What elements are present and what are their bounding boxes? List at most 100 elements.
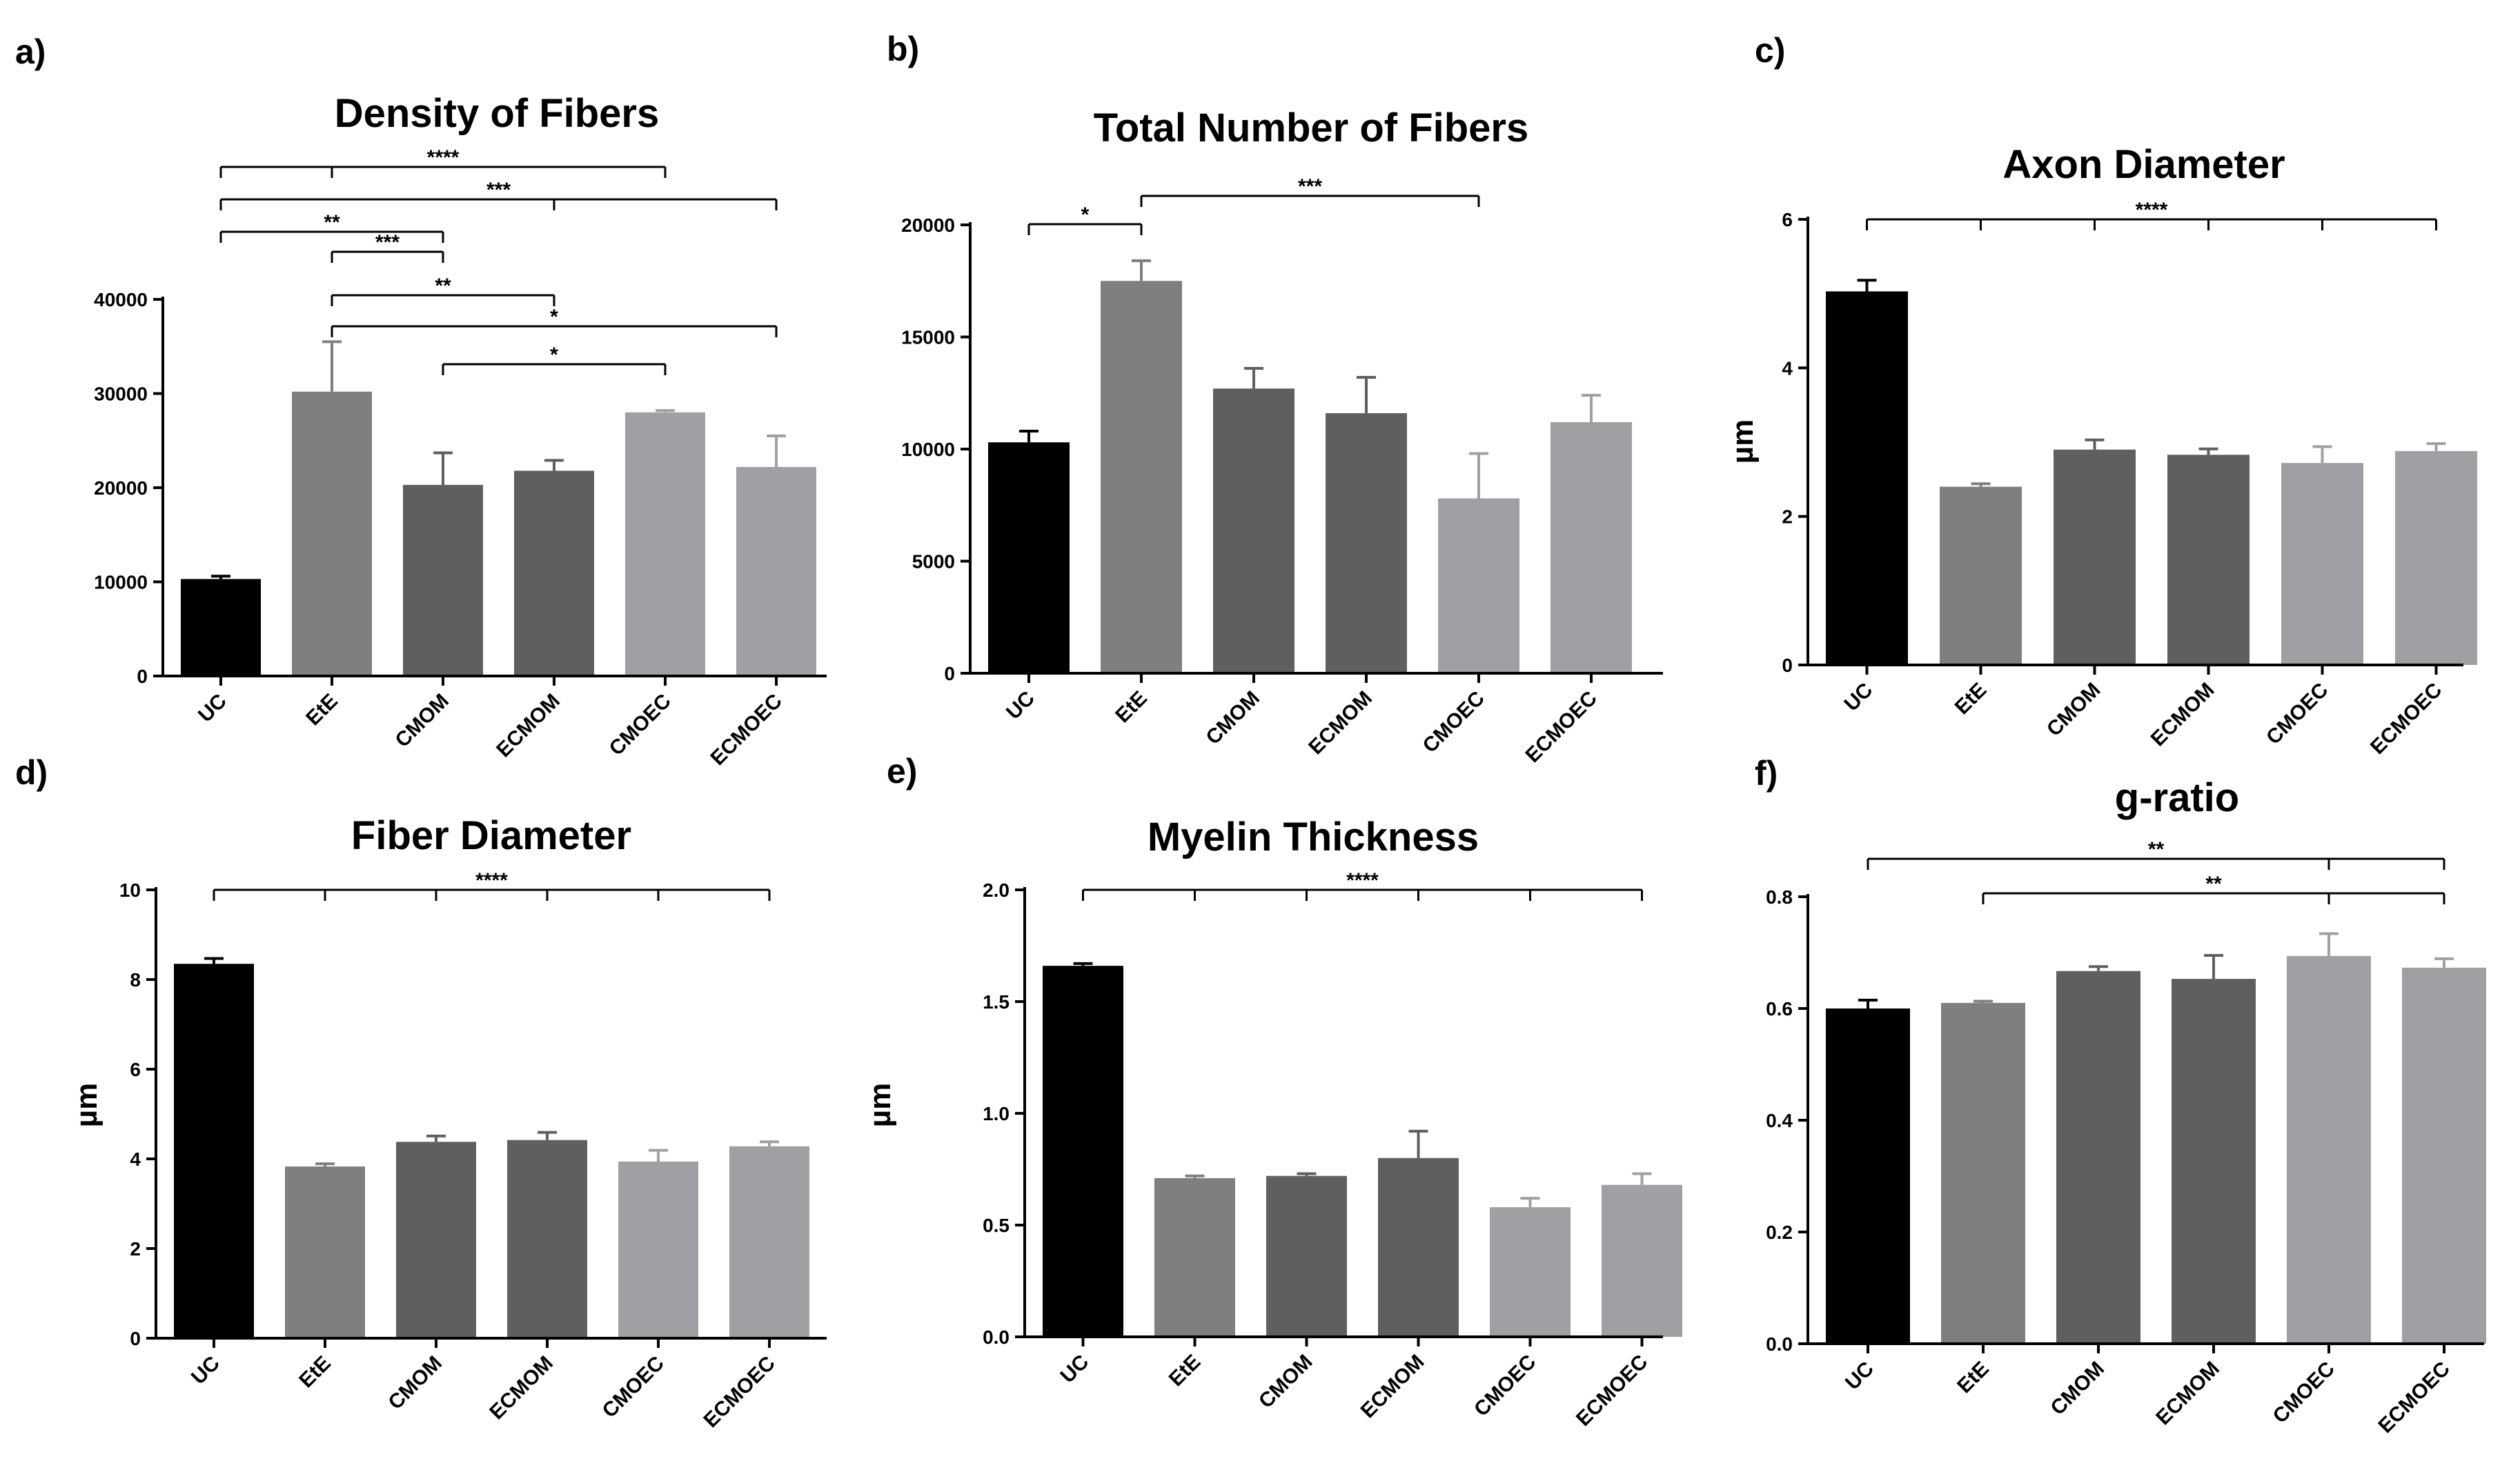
panel-b-bar-ete <box>1101 281 1182 673</box>
panel-c-ytick-label: 0 <box>1782 655 1793 676</box>
panel-f-bar-cmom <box>2056 971 2140 1344</box>
panel-d-title: Fiber Diameter <box>351 813 631 858</box>
panel-e-ytick-label: 0.5 <box>983 1215 1010 1236</box>
panel-f-ytick-label: 0.6 <box>1766 998 1793 1020</box>
panel-f-title: g-ratio <box>2115 775 2239 820</box>
panel-d: d) Fiber Diameter µm 0 2 4 6 8 10 UC EtE CMOM ECM… <box>15 753 827 1432</box>
panel-d-bar-ecmoec <box>729 1146 809 1338</box>
panel-e-ytick-label: 0.0 <box>983 1326 1010 1348</box>
panel-b-ytick-label: 5000 <box>912 551 955 573</box>
panel-d-ytick-label: 0 <box>130 1328 141 1349</box>
panel-d-category-label: ECMOEC <box>699 1352 779 1432</box>
panel-f-ytick-label: 0.4 <box>1766 1110 1793 1131</box>
panel-c-bar-ecmoec <box>2395 450 2477 665</box>
panel-e-ytick-label: 1.5 <box>983 991 1010 1013</box>
panel-c-category-label: ECMOM <box>2147 679 2219 751</box>
panel-c: c) Axon Diameter µm 0 2 4 6 UC EtE CMOM ECMOM CM… <box>1726 31 2477 759</box>
panel-a-bar-ecmom <box>514 470 594 676</box>
panel-b-ytick-label: 20000 <box>901 215 955 236</box>
panel-a-bar-ecmoec <box>736 466 816 676</box>
panel-f-category-label: EtE <box>1953 1358 1994 1398</box>
panel-f-ytick-label: 0.2 <box>1766 1222 1793 1243</box>
panel-b-category-label: CMOM <box>1201 687 1263 749</box>
panel-b-category-label: UC <box>1002 687 1039 724</box>
panel-a-bar-cmoec <box>625 412 705 676</box>
panel-b-bar-uc <box>988 442 1070 673</box>
panel-e: e) Myelin Thickness µm 0.0 0.5 1.0 1.5 2.0 UC… <box>863 752 1682 1431</box>
panel-a-ytick-label: 20000 <box>94 477 148 499</box>
panel-e-bar-ete <box>1154 1177 1235 1337</box>
panel-c-bar-cmom <box>2054 449 2136 665</box>
panel-a-ytick-label: 0 <box>137 666 148 687</box>
panel-a-category-label: EtE <box>302 690 342 730</box>
panel-d-sig-label: **** <box>475 869 508 892</box>
panel-b-bar-ecmoec <box>1551 422 1632 673</box>
panel-c-ytick-label: 6 <box>1782 209 1793 230</box>
panel-b-bar-cmoec <box>1438 498 1519 673</box>
panel-b-ytick-label: 0 <box>944 663 955 684</box>
panel-f-bar-ete <box>1941 1002 2025 1344</box>
panel-c-sig-label: **** <box>2136 199 2168 221</box>
panel-c-ylabel: µm <box>1726 419 1760 464</box>
panel-f-plot: 0.0 0.2 0.4 0.6 0.8 UC EtE CMOM ECMOM CMOEC ECMOEC… <box>1766 838 2486 1438</box>
panel-f-bar-cmoec <box>2287 955 2371 1344</box>
panel-c-ytick-label: 2 <box>1782 506 1793 528</box>
panel-e-plot: 0.0 0.5 1.0 1.5 2.0 UC EtE CMOM ECMOM CMOEC ECMOEC… <box>983 869 1682 1431</box>
panel-f: f) g-ratio 0.0 0.2 0.4 0.6 0.8 UC EtE CMOM ECMOM… <box>1755 754 2486 1438</box>
panel-a-plot: 0 10000 20000 30000 40000 UC EtE CMOM ECMOM CMOEC… <box>94 146 827 770</box>
panel-c-bar-cmoec <box>2281 463 2363 665</box>
panel-e-category-label: EtE <box>1165 1351 1205 1391</box>
panel-f-category-label: UC <box>1841 1358 1878 1395</box>
panel-a-sig-label: *** <box>375 231 400 254</box>
panel-b-category-label: EtE <box>1111 687 1152 728</box>
panel-e-ylabel: µm <box>863 1083 897 1127</box>
panel-c-category-label: CMOM <box>2042 679 2105 741</box>
panel-a: a) Density of Fibers 0 10000 20000 30000 400… <box>15 32 827 770</box>
panel-a-bar-cmom <box>403 484 483 676</box>
panel-c-plot: 0 2 4 6 UC EtE CMOM ECMOM CMOEC ECMOEC **** <box>1782 199 2477 759</box>
panel-f-label: f) <box>1755 754 1778 793</box>
panel-d-ytick-label: 2 <box>130 1238 141 1260</box>
panel-c-bar-ecmom <box>2167 455 2250 665</box>
panel-c-category-label: EtE <box>1951 679 1991 719</box>
panel-f-category-label: CMOM <box>2046 1358 2108 1420</box>
panel-e-label: e) <box>887 752 917 791</box>
panel-d-bar-cmom <box>396 1142 476 1338</box>
panel-b-category-label: ECMOEC <box>1521 687 1601 767</box>
panel-b-title: Total Number of Fibers <box>1094 106 1529 150</box>
panel-a-sig-label: * <box>550 306 558 328</box>
panel-b-category-label: CMOEC <box>1419 687 1489 757</box>
panel-c-category-label: UC <box>1840 679 1877 716</box>
panel-a-sig-label: **** <box>427 146 460 169</box>
panel-e-bar-ecmom <box>1378 1157 1459 1337</box>
panel-a-bar-ete <box>292 391 372 676</box>
panel-f-sig-label: ** <box>2205 873 2222 895</box>
panel-b-bar-ecmom <box>1326 413 1407 673</box>
panel-d-category-label: CMOEC <box>598 1352 669 1422</box>
panel-b-ytick-label: 15000 <box>901 327 955 348</box>
panel-c-title: Axon Diameter <box>2002 142 2285 187</box>
panel-a-sig-label: * <box>550 344 558 366</box>
panel-a-label: a) <box>15 32 46 71</box>
panel-e-ytick-label: 2.0 <box>983 879 1010 901</box>
panel-e-category-label: ECMOEC <box>1572 1351 1652 1431</box>
panel-c-category-label: ECMOEC <box>2366 679 2446 759</box>
panel-a-ytick-label: 30000 <box>94 384 148 405</box>
panel-e-category-label: UC <box>1056 1351 1093 1388</box>
panel-f-bar-uc <box>1826 1008 1910 1344</box>
panel-e-sig-label: **** <box>1346 869 1379 892</box>
panel-d-ylabel: µm <box>70 1083 104 1127</box>
panel-f-ytick-label: 0.0 <box>1766 1333 1793 1355</box>
panel-d-bar-ecmom <box>507 1140 587 1338</box>
panel-a-category-label: UC <box>194 690 231 727</box>
panel-d-bar-uc <box>174 964 254 1338</box>
panel-f-category-label: ECMOEC <box>2374 1358 2454 1438</box>
panel-a-ytick-label: 40000 <box>94 289 148 310</box>
panel-b-category-label: ECMOM <box>1304 687 1377 759</box>
panel-a-ytick-label: 10000 <box>94 572 148 593</box>
panel-e-category-label: ECMOM <box>1357 1351 1429 1423</box>
panel-b-sig-label: *** <box>1298 175 1322 198</box>
panel-c-bar-ete <box>1940 486 2022 665</box>
panel-e-bar-cmom <box>1266 1175 1347 1337</box>
panel-a-sig-label: ** <box>324 211 340 234</box>
